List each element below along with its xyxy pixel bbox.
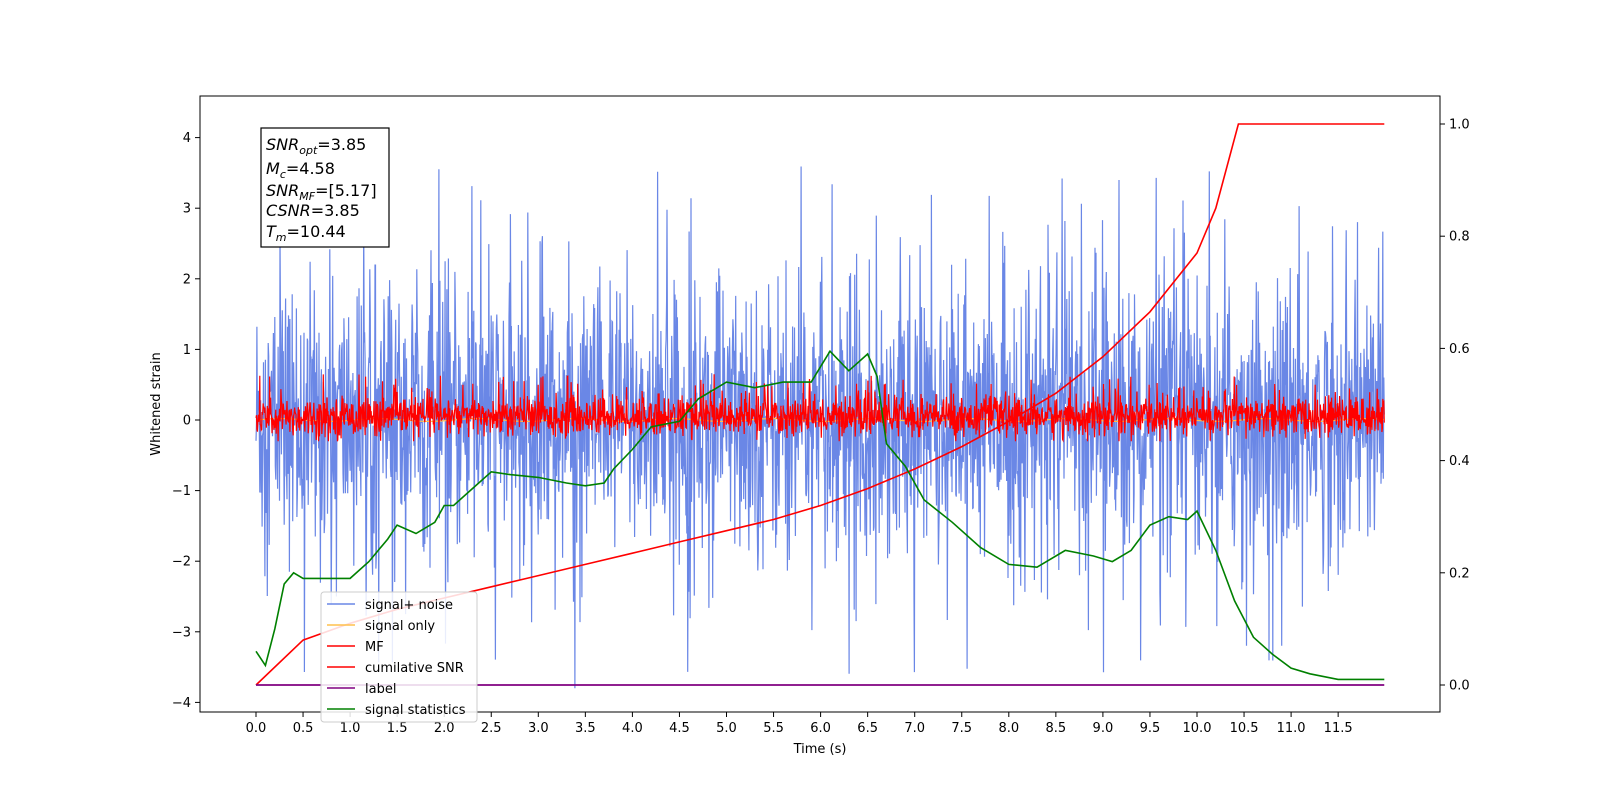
x-tick-label: 5.0: [716, 721, 737, 736]
x-tick-label: 6.0: [810, 721, 831, 736]
y-tick-label: −4: [172, 696, 191, 711]
x-tick-label: 11.5: [1324, 721, 1353, 736]
y2-tick-label: 0.8: [1449, 230, 1470, 245]
x-tick-label: 9.5: [1140, 721, 1161, 736]
legend-frame: [320, 591, 478, 723]
y-tick-label: −2: [172, 555, 191, 570]
y2-tick-label: 0.0: [1449, 679, 1470, 694]
signal-statistics-line: [255, 349, 1385, 681]
y2-tick-label: 0.6: [1449, 342, 1470, 357]
legend-label: signal only: [365, 619, 435, 634]
x-tick-label: 1.0: [340, 721, 361, 736]
legend-item-signal-statistics: signal statistics: [327, 703, 466, 718]
plot-frame: [199, 95, 1441, 713]
y-tick-label: −1: [172, 484, 191, 499]
legend-item-label: label: [327, 682, 396, 697]
signal-statistics-series: [255, 349, 1385, 681]
x-tick-label: 0.0: [246, 721, 267, 736]
x-tick-label: 2.0: [434, 721, 455, 736]
y-axis-label: Whitened strain: [149, 352, 164, 455]
mf-series: [255, 374, 1385, 443]
x-axis-label: Time (s): [793, 742, 847, 757]
x-axis-ticks: 0.0 0.5 1.0 1.5 2.0 2.5 3.0 3.5 4.0 4.5 5.0 5.5 6.0 6…: [246, 712, 1353, 736]
x-tick-label: 7.5: [951, 721, 972, 736]
stat-csnr: CSNR=3.85: [266, 201, 360, 220]
y2-tick-label: 0.2: [1449, 566, 1470, 581]
y-tick-label: 0: [183, 414, 191, 429]
y2-axis-ticks: 1.0 0.8 0.6 0.4 0.2 0.0: [1440, 118, 1470, 694]
y2-tick-label: 1.0: [1449, 118, 1470, 133]
legend-item-signal-noise: signal+ noise: [327, 598, 453, 613]
x-tick-label: 4.0: [622, 721, 643, 736]
y-tick-label: −3: [172, 625, 191, 640]
stat-snr-opt: SNRopt=3.85: [266, 135, 366, 157]
x-tick-label: 8.5: [1046, 721, 1067, 736]
legend-label: MF: [365, 640, 384, 655]
x-tick-label: 4.5: [669, 721, 690, 736]
x-tick-label: 5.5: [763, 721, 784, 736]
x-tick-label: 11.0: [1277, 721, 1306, 736]
legend-label: signal statistics: [365, 703, 466, 718]
legend-label: cumilative SNR: [365, 661, 464, 676]
stats-box: SNRopt=3.85 Mc=4.58 SNRMF=[5.17] CSNR=3.…: [260, 127, 390, 248]
y-tick-label: 4: [183, 131, 191, 146]
mf-line: [255, 374, 1385, 443]
y-tick-label: 3: [183, 202, 191, 217]
y2-tick-label: 0.4: [1449, 454, 1470, 469]
y-axis-ticks: 4 3 2 1 0 −1 −2 −3 −4: [172, 131, 200, 711]
stat-tm: Tm=10.44: [266, 222, 346, 244]
legend-item-mf: MF: [327, 640, 384, 655]
x-tick-label: 2.5: [481, 721, 502, 736]
x-tick-label: 6.5: [857, 721, 878, 736]
x-tick-label: 9.0: [1093, 721, 1114, 736]
x-tick-label: 0.5: [293, 721, 314, 736]
legend: signal+ noise signal only MF cumilative …: [320, 591, 478, 723]
legend-item-cumulative-snr: cumilative SNR: [327, 661, 464, 676]
x-tick-label: 1.5: [387, 721, 408, 736]
x-tick-label: 7.0: [904, 721, 925, 736]
legend-label: signal+ noise: [365, 598, 453, 613]
x-tick-label: 10.0: [1183, 721, 1212, 736]
legend-label: label: [365, 682, 396, 697]
x-tick-label: 8.0: [998, 721, 1019, 736]
stat-snr-mf: SNRMF=[5.17]: [266, 181, 377, 203]
stat-mc: Mc=4.58: [266, 159, 335, 181]
y-tick-label: 1: [183, 343, 191, 358]
stats-box-frame: [260, 127, 390, 248]
x-tick-label: 10.5: [1230, 721, 1259, 736]
x-tick-label: 3.0: [528, 721, 549, 736]
y-tick-label: 2: [183, 272, 191, 287]
x-tick-label: 3.5: [575, 721, 596, 736]
legend-item-signal-only: signal only: [327, 619, 435, 634]
